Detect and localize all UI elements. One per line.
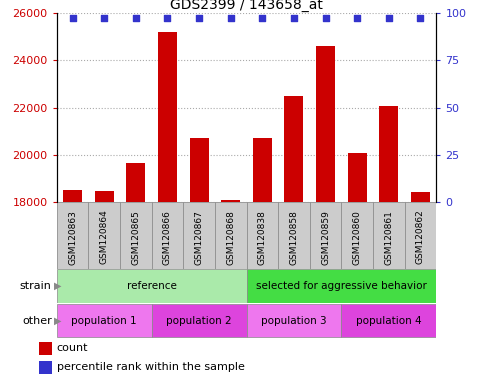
Text: ▶: ▶	[54, 316, 62, 326]
Text: GSM120868: GSM120868	[226, 210, 235, 265]
Title: GDS2399 / 143658_at: GDS2399 / 143658_at	[170, 0, 323, 12]
Text: reference: reference	[127, 281, 176, 291]
Point	[290, 15, 298, 21]
Text: count: count	[57, 343, 88, 353]
Text: GSM120861: GSM120861	[385, 210, 393, 265]
Text: GSM120864: GSM120864	[100, 210, 108, 265]
Bar	[215, 202, 246, 269]
Bar	[152, 202, 183, 269]
Bar	[63, 190, 82, 384]
Bar	[152, 304, 246, 337]
Bar	[380, 106, 398, 384]
Point	[69, 15, 76, 21]
Bar	[284, 96, 304, 384]
Bar	[183, 202, 215, 269]
Text: GSM120865: GSM120865	[131, 210, 141, 265]
Point	[258, 15, 266, 21]
Text: percentile rank within the sample: percentile rank within the sample	[57, 362, 245, 372]
Point	[321, 15, 329, 21]
Bar	[246, 270, 436, 303]
Bar	[39, 342, 52, 355]
Point	[417, 15, 424, 21]
Bar	[405, 202, 436, 269]
Text: GSM120863: GSM120863	[68, 210, 77, 265]
Point	[385, 15, 393, 21]
Text: GSM120859: GSM120859	[321, 210, 330, 265]
Text: population 4: population 4	[356, 316, 422, 326]
Text: other: other	[22, 316, 52, 326]
Text: GSM120867: GSM120867	[195, 210, 204, 265]
Bar	[120, 202, 152, 269]
Bar	[57, 304, 152, 337]
Bar	[310, 202, 341, 269]
Text: population 2: population 2	[166, 316, 232, 326]
Bar	[411, 192, 430, 384]
Bar	[278, 202, 310, 269]
Bar	[246, 304, 341, 337]
Bar	[95, 191, 113, 384]
Bar	[189, 138, 209, 384]
Bar	[316, 46, 335, 384]
Bar	[341, 202, 373, 269]
Bar	[57, 202, 88, 269]
Point	[164, 15, 172, 21]
Text: population 3: population 3	[261, 316, 327, 326]
Bar	[253, 138, 272, 384]
Text: ▶: ▶	[54, 281, 62, 291]
Text: population 1: population 1	[71, 316, 137, 326]
Bar	[57, 270, 246, 303]
Point	[227, 15, 235, 21]
Bar	[158, 32, 177, 384]
Bar	[88, 202, 120, 269]
Bar	[126, 163, 145, 384]
Bar	[348, 153, 367, 384]
Bar	[221, 200, 240, 384]
Text: strain: strain	[20, 281, 52, 291]
Text: GSM120862: GSM120862	[416, 210, 425, 265]
Point	[100, 15, 108, 21]
Bar	[39, 361, 52, 374]
Bar	[246, 202, 278, 269]
Text: GSM120858: GSM120858	[289, 210, 298, 265]
Text: GSM120860: GSM120860	[352, 210, 362, 265]
Point	[353, 15, 361, 21]
Text: GSM120838: GSM120838	[258, 210, 267, 265]
Point	[195, 15, 203, 21]
Text: selected for aggressive behavior: selected for aggressive behavior	[256, 281, 427, 291]
Bar	[373, 202, 405, 269]
Bar	[341, 304, 436, 337]
Point	[132, 15, 140, 21]
Text: GSM120866: GSM120866	[163, 210, 172, 265]
